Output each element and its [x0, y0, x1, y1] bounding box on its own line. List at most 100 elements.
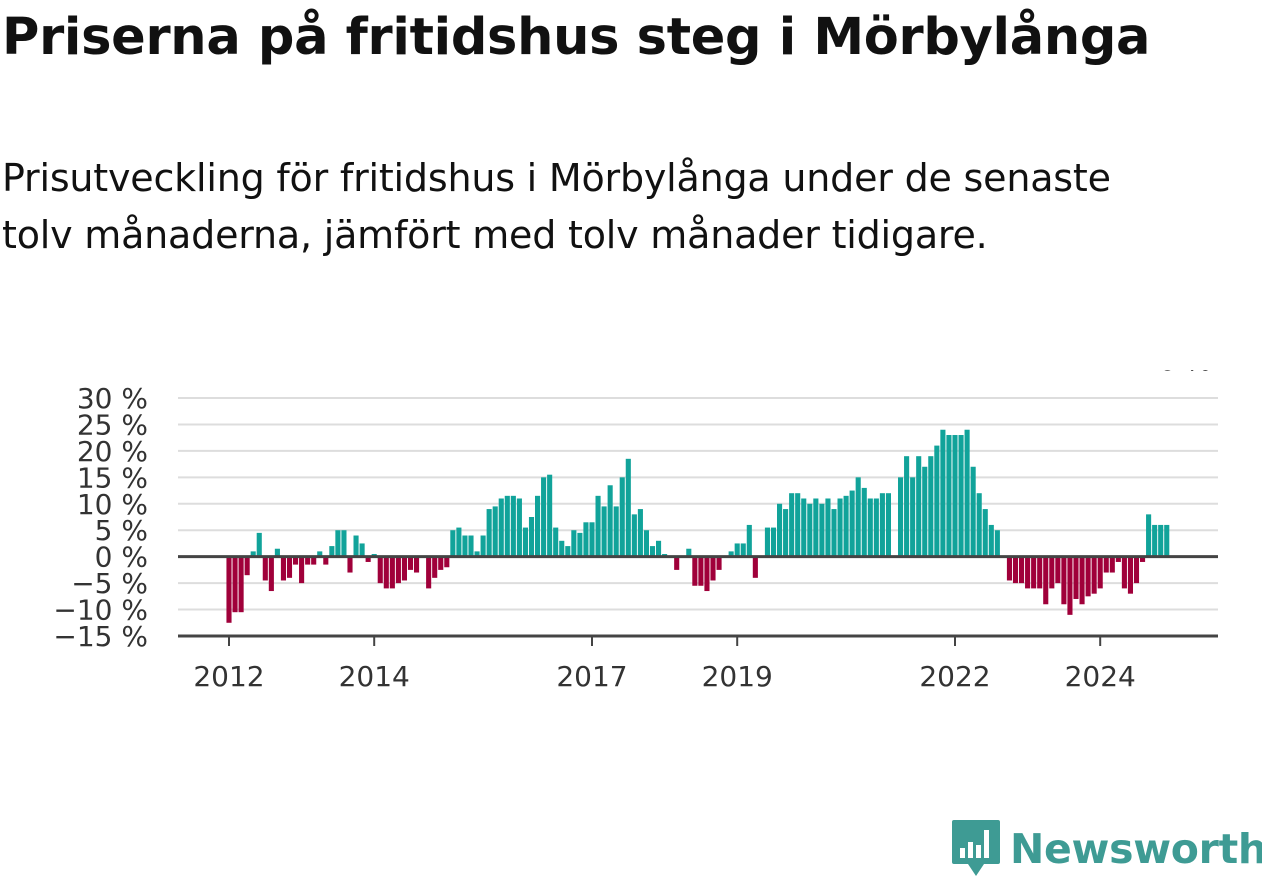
bar	[1121, 556, 1127, 589]
y-tick-label: 25 %	[77, 408, 148, 441]
bar	[589, 522, 595, 557]
bar	[916, 456, 922, 557]
bar	[643, 530, 649, 557]
bar	[656, 540, 662, 557]
bar	[462, 535, 468, 557]
bar	[1043, 556, 1049, 605]
bar	[480, 535, 486, 557]
grid-lines	[178, 397, 1218, 611]
bar	[407, 556, 414, 570]
bar	[256, 532, 262, 557]
bar	[740, 543, 746, 557]
bar	[1079, 556, 1085, 605]
bar	[994, 530, 1000, 557]
bar	[1146, 514, 1152, 557]
bar	[250, 551, 256, 557]
bar	[238, 556, 244, 613]
bar	[746, 524, 752, 557]
bar	[353, 535, 359, 557]
bar	[1158, 524, 1164, 557]
bar	[498, 498, 504, 557]
bar	[565, 546, 571, 557]
bar	[395, 556, 401, 584]
bar	[383, 556, 389, 589]
bar	[1097, 556, 1103, 589]
bar	[831, 509, 837, 557]
bar	[571, 530, 577, 557]
bar	[1164, 524, 1170, 557]
bar	[516, 498, 522, 557]
chart-title: Priserna på fritidshus steg i Mörbylånga	[2, 8, 1151, 67]
bar	[474, 551, 480, 557]
brand-name: Newsworthy	[1010, 825, 1262, 873]
bar	[988, 524, 994, 557]
bar	[674, 556, 680, 570]
bar	[280, 556, 286, 581]
bar	[946, 435, 952, 557]
bar	[414, 556, 420, 573]
bar	[692, 556, 698, 586]
bar-chart: −15 %−10 %−5 %0 %5 %10 %15 %20 %25 %30 %…	[53, 370, 1218, 693]
bar	[1085, 556, 1091, 597]
bar	[843, 495, 849, 557]
bar	[1127, 556, 1133, 594]
bar	[450, 530, 456, 557]
bar	[1140, 556, 1146, 562]
bar	[764, 527, 770, 557]
y-tick-label: 10 %	[77, 488, 148, 521]
bar	[819, 503, 825, 557]
bar	[1025, 556, 1031, 589]
bar	[541, 477, 547, 557]
bar	[244, 556, 250, 576]
bar	[631, 514, 637, 557]
bar	[879, 493, 885, 557]
bar	[873, 498, 879, 557]
x-tick-label: 2014	[339, 660, 410, 693]
bar	[577, 532, 583, 557]
bar	[438, 556, 444, 570]
bar	[293, 556, 299, 565]
x-tick-label: 2022	[919, 660, 990, 693]
bar	[710, 556, 716, 581]
bar	[898, 477, 904, 557]
bar	[704, 556, 710, 592]
bar	[770, 527, 777, 557]
bar	[232, 556, 238, 613]
bar	[359, 543, 365, 557]
bar	[510, 495, 516, 557]
bar	[964, 429, 970, 557]
bar	[305, 556, 311, 565]
bar	[547, 474, 553, 557]
bar	[1109, 556, 1115, 573]
bar	[323, 556, 329, 565]
bar	[789, 493, 795, 557]
bar	[837, 498, 843, 557]
bar	[716, 556, 722, 570]
bar	[849, 490, 855, 557]
bar	[958, 435, 964, 557]
bar	[885, 493, 891, 557]
bar	[952, 435, 958, 557]
bar	[444, 556, 450, 568]
bar	[595, 495, 601, 557]
bar	[795, 493, 801, 557]
bar	[456, 527, 462, 557]
newsworthy-logo-icon	[952, 820, 1000, 876]
bar	[262, 556, 268, 581]
bar	[904, 456, 910, 557]
bar	[486, 509, 492, 557]
bar	[982, 509, 988, 557]
x-tick-label: 2017	[556, 660, 627, 693]
bar	[226, 556, 232, 623]
bar	[825, 498, 831, 557]
bar	[801, 498, 807, 557]
bar	[335, 530, 341, 557]
bar	[347, 556, 353, 573]
bar	[1019, 556, 1025, 584]
x-tick-label: 2012	[193, 660, 264, 693]
bar	[928, 456, 934, 557]
bar	[613, 506, 619, 557]
bar	[311, 556, 317, 565]
bar	[522, 527, 528, 557]
x-tick-label: 2019	[702, 660, 773, 693]
